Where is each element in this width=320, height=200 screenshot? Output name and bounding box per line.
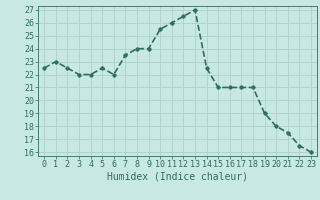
X-axis label: Humidex (Indice chaleur): Humidex (Indice chaleur) bbox=[107, 172, 248, 182]
